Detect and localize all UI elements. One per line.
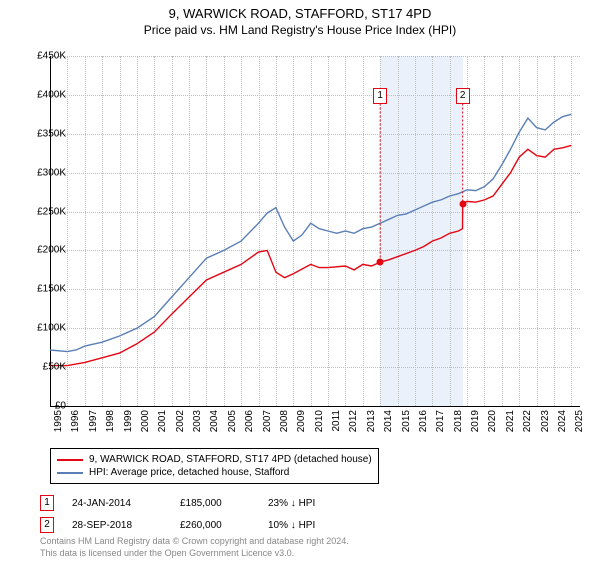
x-axis-tick-label: 2006	[244, 410, 255, 432]
x-axis-tick-label: 2008	[279, 410, 290, 432]
x-axis-tick-label: 2012	[348, 410, 359, 432]
chart-lines-svg	[50, 56, 580, 406]
x-axis-tick-label: 2007	[262, 410, 273, 432]
x-axis-tick-label: 2004	[209, 410, 220, 432]
x-axis-tick-label: 1995	[53, 410, 64, 432]
x-axis-tick-label: 2000	[140, 410, 151, 432]
legend-swatch	[57, 472, 83, 474]
price-event-row: 1 24-JAN-2014 £185,000 23% ↓ HPI	[40, 492, 348, 514]
x-axis-tick-label: 2017	[435, 410, 446, 432]
y-axis-tick-label: £50K	[22, 362, 66, 373]
price-event-date: 24-JAN-2014	[72, 498, 162, 509]
y-axis-tick-label: £300K	[22, 167, 66, 178]
x-axis-tick-label: 2011	[331, 410, 342, 432]
x-axis-line	[50, 406, 580, 407]
y-axis-tick-label: £350K	[22, 128, 66, 139]
price-event-marker: 1	[40, 495, 54, 511]
x-axis-tick-label: 2010	[314, 410, 325, 432]
event-marker-box: 1	[373, 88, 387, 104]
price-event-marker: 2	[40, 517, 54, 533]
x-axis-tick-label: 2015	[401, 410, 412, 432]
x-axis-tick-label: 2009	[296, 410, 307, 432]
legend-item: HPI: Average price, detached house, Staf…	[57, 466, 372, 479]
y-axis-tick-label: £250K	[22, 206, 66, 217]
price-event-vs-hpi: 10% ↓ HPI	[268, 520, 348, 531]
y-axis-tick-label: £100K	[22, 323, 66, 334]
footer-line-2: This data is licensed under the Open Gov…	[40, 548, 349, 560]
x-axis-tick-label: 2016	[418, 410, 429, 432]
legend-swatch	[57, 459, 83, 461]
x-axis-tick-label: 1997	[88, 410, 99, 432]
event-marker-point	[459, 200, 466, 207]
x-axis-tick-label: 2021	[505, 410, 516, 432]
x-axis-tick-label: 2003	[192, 410, 203, 432]
x-axis-tick-label: 1998	[105, 410, 116, 432]
x-axis-tick-label: 2013	[366, 410, 377, 432]
y-axis-tick-label: £400K	[22, 89, 66, 100]
x-axis-tick-label: 2018	[453, 410, 464, 432]
legend-item: 9, WARWICK ROAD, STAFFORD, ST17 4PD (det…	[57, 453, 372, 466]
price-events-table: 1 24-JAN-2014 £185,000 23% ↓ HPI 2 28-SEP-201…	[40, 492, 348, 536]
legend-label: HPI: Average price, detached house, Staf…	[89, 467, 289, 478]
chart-title: 9, WARWICK ROAD, STAFFORD, ST17 4PD	[0, 6, 600, 21]
price-event-price: £260,000	[180, 520, 250, 531]
x-axis-tick-label: 2014	[383, 410, 394, 432]
x-axis-tick-label: 2002	[175, 410, 186, 432]
x-axis-tick-label: 2001	[157, 410, 168, 432]
event-marker-box: 2	[456, 88, 470, 104]
x-axis-tick-label: 2023	[540, 410, 551, 432]
chart-plot-area: 12	[50, 56, 580, 406]
chart-subtitle: Price paid vs. HM Land Registry's House …	[0, 23, 600, 37]
y-axis-tick-label: £150K	[22, 284, 66, 295]
price-event-row: 2 28-SEP-2018 £260,000 10% ↓ HPI	[40, 514, 348, 536]
x-axis-tick-label: 2020	[487, 410, 498, 432]
x-axis-tick-label: 2025	[574, 410, 585, 432]
x-axis-tick-label: 2022	[522, 410, 533, 432]
x-axis-tick-label: 1996	[70, 410, 81, 432]
x-axis-tick-label: 2024	[557, 410, 568, 432]
series-hpi	[50, 114, 571, 351]
x-axis-tick-label: 2005	[227, 410, 238, 432]
footer-line-1: Contains HM Land Registry data © Crown c…	[40, 536, 349, 548]
price-event-price: £185,000	[180, 498, 250, 509]
attribution-footer: Contains HM Land Registry data © Crown c…	[40, 536, 349, 559]
price-event-vs-hpi: 23% ↓ HPI	[268, 498, 348, 509]
event-marker-point	[377, 259, 384, 266]
y-axis-tick-label: £200K	[22, 245, 66, 256]
x-axis-tick-label: 1999	[123, 410, 134, 432]
x-axis-tick-label: 2019	[470, 410, 481, 432]
chart-legend: 9, WARWICK ROAD, STAFFORD, ST17 4PD (det…	[50, 448, 379, 484]
price-event-date: 28-SEP-2018	[72, 520, 162, 531]
y-axis-tick-label: £450K	[22, 51, 66, 62]
legend-label: 9, WARWICK ROAD, STAFFORD, ST17 4PD (det…	[89, 454, 372, 465]
